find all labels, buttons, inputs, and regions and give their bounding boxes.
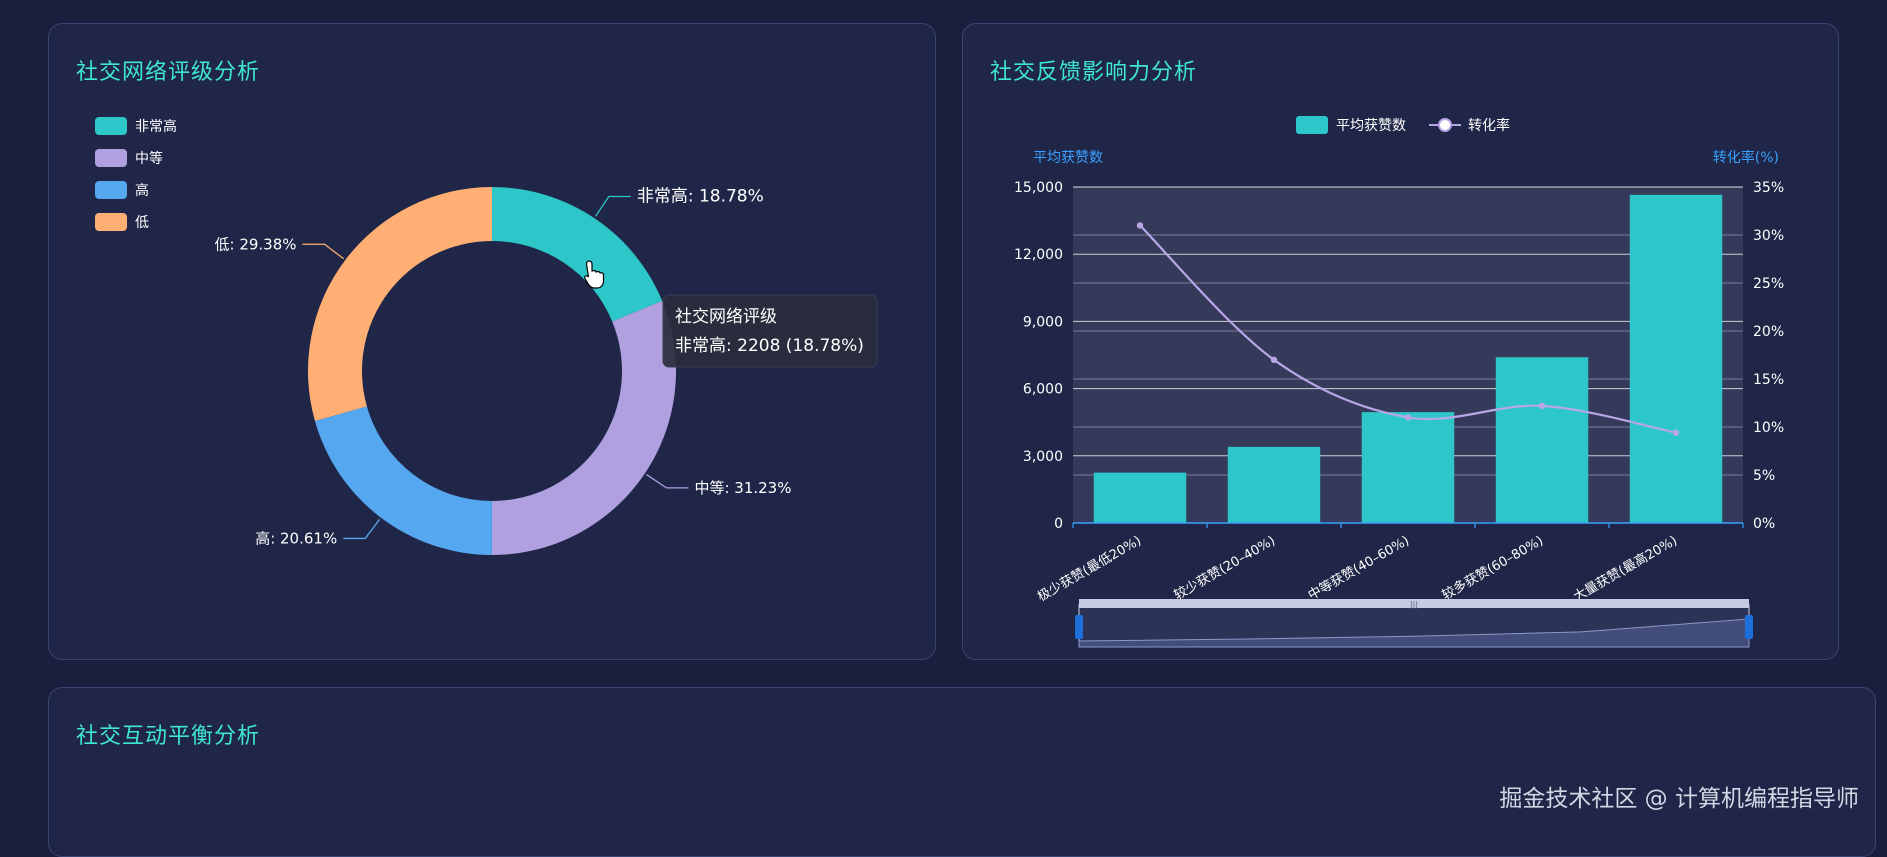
bar-series[interactable] bbox=[1093, 194, 1723, 523]
legend-label-bar[interactable]: 平均获赞数 bbox=[1336, 118, 1406, 134]
pie-labels: 非常高: 18.78% 中等: 31.23% 高: 20.61% 低: 29.38% bbox=[213, 185, 793, 549]
line-point-0[interactable] bbox=[1136, 222, 1144, 229]
bar-legend[interactable]: 平均获赞数 转化率 bbox=[1296, 116, 1510, 134]
pie-slice-3[interactable] bbox=[308, 187, 492, 422]
pie-slice-1[interactable] bbox=[491, 300, 676, 555]
pie-label-1: 中等: 31.23% bbox=[694, 479, 791, 497]
pie-slice-2[interactable] bbox=[314, 406, 492, 555]
left-axis-title: 平均获赞数 bbox=[1033, 150, 1103, 166]
cursor-hand-icon bbox=[584, 260, 605, 289]
left-tick-3: 9,000 bbox=[1023, 314, 1063, 330]
rating-panel-title: 社交网络评级分析 bbox=[76, 60, 261, 85]
legend-label-3[interactable]: 低 bbox=[135, 215, 149, 231]
data-zoom-slider[interactable]: ||| bbox=[1075, 599, 1753, 648]
pie-leader-0 bbox=[594, 195, 631, 217]
pie-tooltip: 社交网络评级 非常高: 2208 (18.78%) bbox=[662, 294, 878, 368]
tooltip-text: 非常高: 2208 (18.78%) bbox=[675, 336, 864, 356]
right-tick-5: 25% bbox=[1753, 276, 1784, 292]
left-tick-5: 15,000 bbox=[1014, 180, 1063, 196]
tooltip-title: 社交网络评级 bbox=[675, 307, 777, 327]
bar-2[interactable] bbox=[1361, 412, 1455, 523]
legend-label-1[interactable]: 中等 bbox=[135, 150, 163, 167]
right-tick-1: 5% bbox=[1753, 468, 1775, 484]
bar-0[interactable] bbox=[1093, 472, 1187, 523]
feedback-bar-line-chart[interactable]: 0 3,000 6,000 9,000 12,000 15,000 0% 5% 10% 15% 20… bbox=[963, 24, 1838, 659]
legend-swatch-bar[interactable] bbox=[1296, 116, 1328, 134]
zoom-preview-area bbox=[1078, 618, 1750, 648]
pie-label-2: 高: 20.61% bbox=[255, 529, 337, 547]
zoom-handle-left[interactable] bbox=[1075, 615, 1083, 639]
right-tick-6: 30% bbox=[1753, 228, 1784, 244]
legend-line-marker[interactable] bbox=[1438, 118, 1452, 132]
bar-3[interactable] bbox=[1495, 357, 1589, 523]
bar-1[interactable] bbox=[1227, 446, 1321, 523]
line-point-4[interactable] bbox=[1672, 429, 1680, 436]
x-label-1: 较少获赞(20–40%) bbox=[1172, 533, 1278, 603]
left-tick-2: 6,000 bbox=[1023, 382, 1063, 398]
feedback-panel: 社交反馈影响力分析 0 3,000 6,000 9,000 12,000 15,000 0%… bbox=[962, 23, 1839, 660]
legend-swatch-3[interactable] bbox=[95, 213, 127, 231]
line-path[interactable] bbox=[1139, 224, 1677, 434]
line-point-2[interactable] bbox=[1404, 414, 1412, 421]
zoom-move-bar[interactable] bbox=[1079, 599, 1749, 608]
zoom-handle-right[interactable] bbox=[1745, 615, 1753, 639]
footer-watermark: 掘金技术社区 @ 计算机编程指导师 bbox=[1499, 786, 1859, 812]
legend-swatch-1[interactable] bbox=[95, 149, 127, 167]
balance-panel-title: 社交互动平衡分析 bbox=[76, 724, 261, 749]
line-series[interactable] bbox=[1136, 222, 1680, 436]
x-label-0: 极少获赞(最低20%) bbox=[1035, 533, 1144, 605]
rating-panel: 社交网络评级分析 非常高中等高低 非常高: 18.78% 中等: 31.23% 高:… bbox=[48, 23, 936, 660]
tooltip-box bbox=[662, 294, 878, 368]
left-tick-0: 0 bbox=[1054, 516, 1063, 532]
x-label-4: 大量获赞(最高20%) bbox=[1571, 533, 1680, 605]
zoom-grip-icon[interactable]: ||| bbox=[1410, 600, 1418, 609]
pie-label-3: 低: 29.38% bbox=[215, 235, 297, 253]
pie-leader-1 bbox=[646, 473, 689, 489]
pie-slices[interactable] bbox=[308, 187, 676, 555]
legend-label-2[interactable]: 高 bbox=[135, 182, 149, 199]
line-point-1[interactable] bbox=[1270, 356, 1278, 363]
balance-panel: 社交互动平衡分析 bbox=[48, 687, 1876, 857]
pie-slice-0[interactable] bbox=[492, 187, 663, 322]
right-tick-2: 10% bbox=[1753, 420, 1784, 436]
legend-label-line[interactable]: 转化率 bbox=[1468, 117, 1510, 134]
right-tick-7: 35% bbox=[1753, 180, 1784, 196]
pie-leader-3 bbox=[302, 243, 345, 260]
x-label-2: 中等获赞(40–60%) bbox=[1305, 533, 1412, 604]
pie-label-0: 非常高: 18.78% bbox=[637, 187, 764, 207]
left-tick-1: 3,000 bbox=[1023, 449, 1063, 465]
legend-swatch-0[interactable] bbox=[95, 117, 127, 135]
right-tick-0: 0% bbox=[1753, 516, 1775, 532]
line-point-3[interactable] bbox=[1538, 402, 1546, 410]
right-tick-4: 20% bbox=[1753, 324, 1784, 340]
legend-swatch-2[interactable] bbox=[95, 181, 127, 199]
right-axis-title: 转化率(%) bbox=[1713, 149, 1779, 166]
right-tick-3: 15% bbox=[1753, 372, 1784, 388]
feedback-panel-title: 社交反馈影响力分析 bbox=[990, 60, 1198, 85]
legend-label-0[interactable]: 非常高 bbox=[135, 118, 177, 135]
left-tick-4: 12,000 bbox=[1014, 247, 1063, 263]
x-label-3: 较多获赞(60–80%) bbox=[1439, 533, 1546, 604]
bar-4[interactable] bbox=[1629, 194, 1723, 523]
pie-leader-2 bbox=[343, 518, 381, 540]
